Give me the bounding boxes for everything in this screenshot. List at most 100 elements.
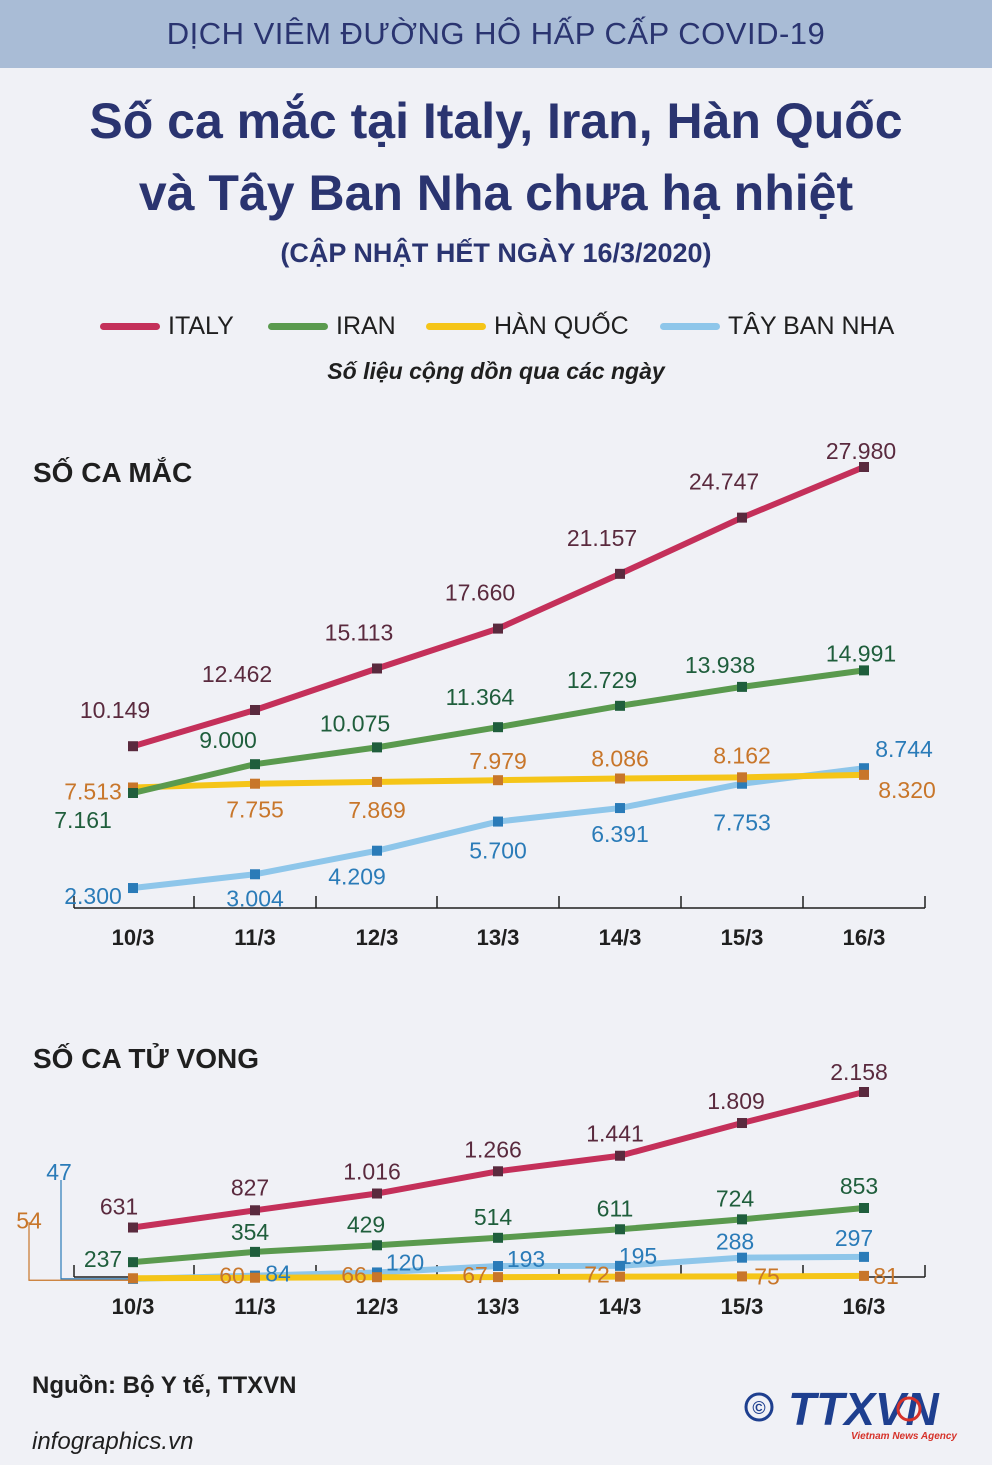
data-point-italy bbox=[493, 1166, 503, 1177]
data-point-tay-ban-nha bbox=[737, 778, 747, 789]
data-label-tay-ban-nha: 5.700 bbox=[469, 838, 527, 864]
data-point-italy bbox=[250, 1205, 260, 1216]
data-label-italy: 1.441 bbox=[586, 1121, 644, 1147]
data-label-tay-ban-nha: 3.004 bbox=[226, 885, 284, 911]
data-point-iran bbox=[615, 700, 625, 711]
x-tick-label: 14/3 bbox=[599, 925, 642, 950]
data-label-iran: 429 bbox=[347, 1211, 385, 1237]
data-label-tay-ban-nha: 6.391 bbox=[591, 821, 649, 847]
data-point-iran bbox=[859, 1203, 869, 1213]
data-label-iran: 7.161 bbox=[54, 807, 112, 833]
data-label-iran: 354 bbox=[231, 1219, 270, 1245]
data-label-tay-ban-nha: 84 bbox=[265, 1261, 291, 1287]
data-point-han-quoc bbox=[250, 778, 260, 789]
data-label-iran: 11.364 bbox=[446, 684, 515, 710]
x-tick-label: 10/3 bbox=[112, 925, 155, 950]
data-label-han-quoc: 75 bbox=[754, 1263, 780, 1289]
data-label-iran: 514 bbox=[474, 1204, 513, 1230]
data-label-italy: 17.660 bbox=[445, 580, 515, 606]
data-label-han-quoc: 8.320 bbox=[878, 777, 936, 803]
data-point-han-quoc bbox=[128, 782, 138, 793]
data-point-tay-ban-nha bbox=[859, 1251, 869, 1262]
x-tick-label: 15/3 bbox=[721, 1294, 764, 1319]
data-label-tay-ban-nha: 2.300 bbox=[64, 883, 122, 909]
data-point-iran bbox=[372, 1240, 382, 1251]
page-subtitle: (CẬP NHẬT HẾT NGÀY 16/3/2020) bbox=[280, 238, 712, 268]
data-point-italy bbox=[615, 1150, 625, 1161]
data-point-han-quoc bbox=[250, 1272, 260, 1283]
legend-label-italy: ITALY bbox=[168, 312, 234, 340]
legend-item-tay-ban-nha: TÂY BAN NHA bbox=[660, 312, 894, 341]
data-point-italy bbox=[737, 512, 747, 523]
data-point-italy bbox=[859, 462, 869, 472]
data-point-iran bbox=[250, 1246, 260, 1257]
deaths-chart: 10/3 11/3 12/3 13/3 14/3 15/3 16/3 47 84 120 193 19… bbox=[16, 1059, 926, 1319]
data-point-italy bbox=[250, 704, 260, 715]
data-point-tay-ban-nha bbox=[737, 1252, 747, 1263]
data-label-italy: 2.158 bbox=[830, 1059, 888, 1085]
data-label-italy: 10.149 bbox=[80, 697, 150, 723]
logo-text: TTXVN bbox=[788, 1383, 940, 1435]
data-point-tay-ban-nha bbox=[128, 883, 138, 894]
leader-line-tay-ban-nha bbox=[60, 1180, 128, 1280]
logo-subtext: Vietnam News Agency bbox=[851, 1431, 957, 1442]
x-tick-label: 12/3 bbox=[356, 1294, 399, 1319]
legend-swatch-han-quoc bbox=[426, 323, 486, 330]
data-point-iran bbox=[859, 665, 869, 676]
data-label-tay-ban-nha: 288 bbox=[716, 1229, 754, 1255]
legend-item-iran: IRAN bbox=[268, 312, 396, 341]
data-point-tay-ban-nha bbox=[615, 803, 625, 814]
data-label-italy: 12.462 bbox=[202, 661, 272, 687]
data-label-tay-ban-nha: 195 bbox=[619, 1243, 657, 1269]
copyright-symbol: © bbox=[752, 1398, 765, 1418]
x-tick-label: 11/3 bbox=[234, 925, 276, 950]
data-point-han-quoc bbox=[737, 1271, 747, 1282]
data-point-han-quoc bbox=[615, 1271, 625, 1282]
data-point-italy bbox=[372, 663, 382, 674]
data-point-han-quoc bbox=[737, 772, 747, 783]
data-label-han-quoc: 67 bbox=[462, 1262, 488, 1288]
data-label-iran: 12.729 bbox=[567, 667, 637, 693]
data-point-tay-ban-nha bbox=[493, 816, 503, 827]
data-point-italy bbox=[372, 1188, 382, 1199]
x-tick-label: 13/3 bbox=[477, 1294, 520, 1319]
data-point-italy bbox=[128, 1222, 138, 1233]
data-label-italy: 24.747 bbox=[689, 469, 759, 495]
data-note: Số liệu cộng dồn qua các ngày bbox=[327, 358, 665, 384]
data-label-han-quoc: 72 bbox=[584, 1262, 610, 1288]
copyright-circle bbox=[744, 1392, 774, 1422]
data-label-tay-ban-nha: 8.744 bbox=[875, 736, 933, 762]
data-label-tay-ban-nha: 4.209 bbox=[328, 864, 386, 890]
data-label-italy: 1.016 bbox=[343, 1159, 401, 1185]
legend-item-han-quoc: HÀN QUỐC bbox=[426, 312, 629, 341]
data-label-italy: 631 bbox=[100, 1194, 138, 1220]
source-text: Nguồn: Bộ Y tế, TTXVN bbox=[32, 1372, 297, 1399]
data-label-italy: 1.809 bbox=[707, 1088, 765, 1114]
data-label-tay-ban-nha: 193 bbox=[507, 1246, 545, 1272]
data-point-iran bbox=[250, 759, 260, 770]
x-tick-label: 16/3 bbox=[843, 925, 886, 950]
page-title-line2: và Tây Ban Nha chưa hạ nhiệt bbox=[138, 165, 854, 221]
data-point-han-quoc bbox=[493, 775, 503, 786]
data-label-han-quoc: 7.513 bbox=[64, 778, 122, 804]
data-label-tay-ban-nha: 47 bbox=[46, 1159, 72, 1185]
x-tick-label: 13/3 bbox=[477, 925, 520, 950]
x-tick-label: 12/3 bbox=[356, 925, 399, 950]
data-point-tay-ban-nha bbox=[372, 845, 382, 856]
data-label-iran: 13.938 bbox=[685, 652, 755, 678]
data-point-han-quoc bbox=[859, 1270, 869, 1281]
data-label-tay-ban-nha: 297 bbox=[835, 1225, 873, 1251]
data-label-han-quoc: 7.979 bbox=[469, 748, 527, 774]
website-text: infographics.vn bbox=[32, 1428, 194, 1455]
data-label-iran: 724 bbox=[716, 1185, 755, 1211]
data-label-han-quoc: 8.086 bbox=[591, 746, 649, 772]
x-tick-label: 11/3 bbox=[234, 1294, 276, 1319]
data-label-han-quoc: 7.869 bbox=[348, 797, 406, 823]
data-label-iran: 611 bbox=[597, 1195, 634, 1221]
legend: ITALY IRAN HÀN QUỐC TÂY BAN NHA bbox=[0, 312, 992, 348]
data-label-han-quoc: 7.755 bbox=[226, 797, 284, 823]
data-point-iran bbox=[737, 681, 747, 692]
data-label-han-quoc: 8.162 bbox=[713, 742, 771, 768]
data-point-han-quoc bbox=[128, 1273, 138, 1284]
